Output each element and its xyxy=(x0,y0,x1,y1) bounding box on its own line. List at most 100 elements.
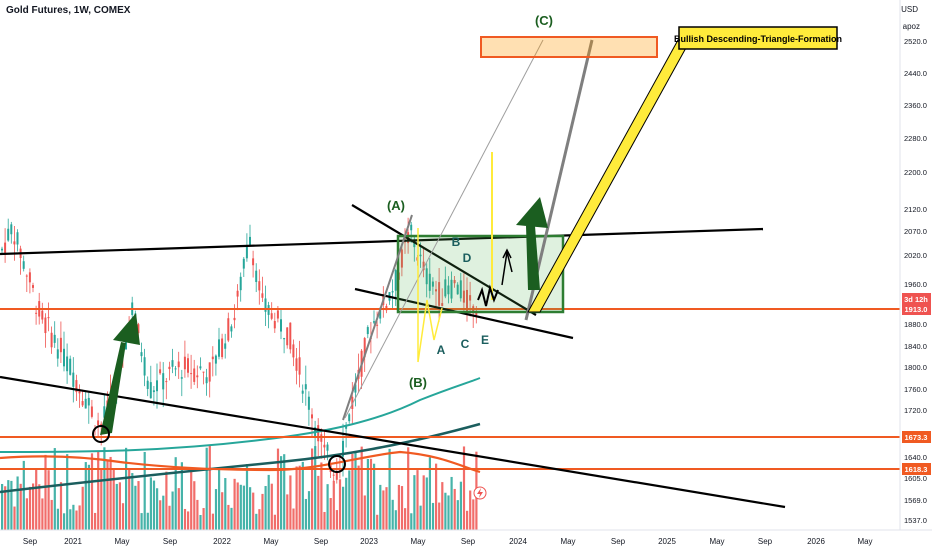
volume-bar xyxy=(227,504,230,530)
time-tick-label: May xyxy=(857,537,872,546)
volume-bar xyxy=(419,505,422,530)
volume-bar xyxy=(264,486,267,530)
volume-bar xyxy=(280,456,283,530)
volume-bar xyxy=(289,475,292,530)
time-tick-label: 2023 xyxy=(360,537,378,546)
volume-bar xyxy=(125,447,128,530)
volume-bar xyxy=(137,481,140,530)
candle-body xyxy=(428,273,431,291)
volume-bar xyxy=(230,507,233,530)
candle-body xyxy=(258,281,261,291)
volume-bar xyxy=(7,480,10,530)
candle-body xyxy=(103,406,106,418)
symbol-title[interactable]: Gold Futures, 1W, COMEX xyxy=(6,5,131,16)
currency-label[interactable]: USD xyxy=(901,5,918,14)
volume-bar xyxy=(320,462,323,530)
volume-bar xyxy=(273,514,276,530)
volume-bar xyxy=(376,514,379,530)
candle-body xyxy=(292,344,295,358)
time-tick-label: Sep xyxy=(461,537,476,546)
volume-bar xyxy=(298,465,301,530)
volume-bar xyxy=(338,479,342,530)
volume-bar xyxy=(348,470,351,530)
candle-body xyxy=(190,373,193,375)
candle-body xyxy=(326,444,329,451)
candle-body xyxy=(143,357,146,376)
candle-body xyxy=(140,352,143,357)
yellow-wave-lines xyxy=(417,228,443,363)
volume-bar xyxy=(400,486,404,530)
candle-body xyxy=(159,369,162,374)
price-tick-label: 1569.0 xyxy=(904,496,927,505)
price-tick-label: 1960.0 xyxy=(904,280,927,289)
candle-body xyxy=(187,358,189,373)
candle-body xyxy=(137,324,140,334)
candle-body xyxy=(149,382,152,399)
candle-body xyxy=(56,349,59,359)
volume-bar xyxy=(245,464,249,530)
volume-bar xyxy=(143,451,146,530)
volume-bar xyxy=(208,445,211,530)
candle-body xyxy=(323,444,326,448)
low-circle-2021 xyxy=(92,425,110,443)
candle-body xyxy=(44,317,47,334)
volume-bar xyxy=(152,480,156,530)
volume-bar xyxy=(332,480,335,530)
volume-bar xyxy=(413,475,416,530)
volume-bar xyxy=(131,473,134,530)
volume-bar xyxy=(214,489,218,530)
candle-body xyxy=(332,474,335,476)
candle-body xyxy=(255,270,258,283)
volume-bar xyxy=(404,508,407,530)
lightning-icon[interactable] xyxy=(473,486,487,500)
volume-bar xyxy=(1,483,4,530)
volume-bar xyxy=(236,482,239,530)
time-tick-label: May xyxy=(560,537,575,546)
candle-body xyxy=(199,366,202,369)
time-axis[interactable]: Sep 2021 May Sep 2022 May Sep 2023 May Sep 2024 May… xyxy=(23,537,873,546)
volume-bar xyxy=(75,510,78,530)
candle-body xyxy=(447,285,450,295)
volume-bar xyxy=(239,484,242,530)
volume-bar xyxy=(53,448,56,530)
price-axis[interactable]: 2520.0 2440.0 2360.0 2280.0 2200.0 2120.0 2070… xyxy=(904,37,927,525)
time-tick-label: May xyxy=(263,537,278,546)
candle-body xyxy=(22,261,25,269)
candle-body xyxy=(286,327,289,346)
candle-body xyxy=(410,224,413,231)
time-tick-label: 2026 xyxy=(807,537,825,546)
zigzag-path xyxy=(477,284,499,307)
volume-bar xyxy=(69,509,72,530)
price-label-tag xyxy=(902,463,931,475)
candle-body xyxy=(180,377,183,379)
volume-bar xyxy=(218,467,221,530)
volume-bar xyxy=(469,490,472,530)
candle-body xyxy=(425,268,428,285)
candle-body xyxy=(348,414,351,422)
volume-bar xyxy=(112,469,115,530)
volume-bar xyxy=(329,498,332,530)
volume-bar xyxy=(38,484,41,530)
candle-body xyxy=(276,310,279,319)
candle-body xyxy=(1,248,3,251)
candle-body xyxy=(354,384,357,393)
volume-bar xyxy=(109,456,112,530)
candle-body xyxy=(404,241,406,243)
volume-bar xyxy=(13,506,16,530)
candle-body xyxy=(239,276,242,291)
volume-bar xyxy=(366,459,369,530)
volume-bar xyxy=(221,492,224,530)
volume-bar xyxy=(159,500,162,530)
price-tick-label: 1800.0 xyxy=(904,363,927,372)
time-tick-label: Sep xyxy=(163,537,178,546)
candle-body xyxy=(41,310,44,320)
candle-body xyxy=(391,291,394,293)
candle-series xyxy=(1,217,478,484)
volume-bar xyxy=(255,513,258,530)
volume-bar xyxy=(397,484,400,530)
unit-label: apoz xyxy=(902,22,920,31)
candle-body xyxy=(475,311,478,316)
candle-body xyxy=(295,358,298,371)
price-axis-bg[interactable] xyxy=(900,0,932,530)
